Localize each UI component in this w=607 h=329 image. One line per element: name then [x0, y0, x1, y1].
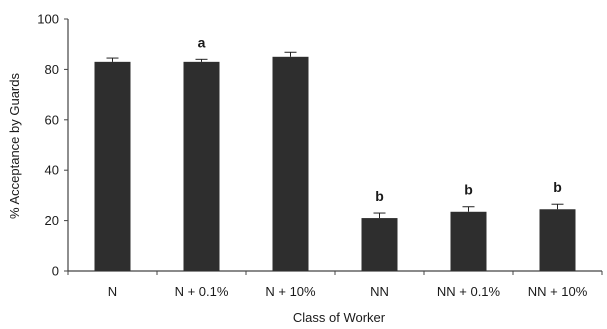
category-label: N + 10%: [265, 284, 316, 299]
x-axis-title: Class of Worker: [293, 310, 386, 325]
category-label: NN + 0.1%: [437, 284, 501, 299]
category-label: NN + 10%: [528, 284, 588, 299]
y-tick-label: 100: [37, 12, 59, 27]
category-label: N: [108, 284, 117, 299]
significance-label: b: [553, 179, 562, 195]
bars: [94, 56, 576, 272]
error-bar: [551, 203, 564, 210]
y-axis: 0 20 40 60 80 100: [37, 12, 69, 279]
bar: [361, 218, 398, 271]
error-bar: [462, 206, 475, 212]
error-bar: [373, 212, 386, 219]
error-bar: [195, 58, 208, 62]
error-bar: [106, 57, 119, 62]
y-tick-label: 0: [52, 264, 59, 279]
bar: [539, 209, 576, 271]
bar: [94, 61, 131, 272]
y-tick-label: 80: [45, 62, 59, 77]
bar: [183, 61, 220, 272]
y-tick-label: 20: [45, 213, 59, 228]
significance-label: b: [464, 182, 473, 198]
error-bars: [106, 51, 564, 219]
bar: [272, 56, 309, 271]
y-axis-title: % Acceptance by Guards: [7, 73, 22, 219]
error-bar: [284, 51, 297, 57]
y-tick-label: 60: [45, 112, 59, 127]
category-label: NN: [370, 284, 389, 299]
significance-labels: a b b b: [198, 34, 562, 204]
y-tick-label: 40: [45, 163, 59, 178]
significance-label: b: [375, 188, 384, 204]
bar: [450, 211, 487, 271]
significance-label: a: [198, 34, 206, 50]
category-label: N + 0.1%: [175, 284, 229, 299]
x-axis: [67, 270, 603, 275]
